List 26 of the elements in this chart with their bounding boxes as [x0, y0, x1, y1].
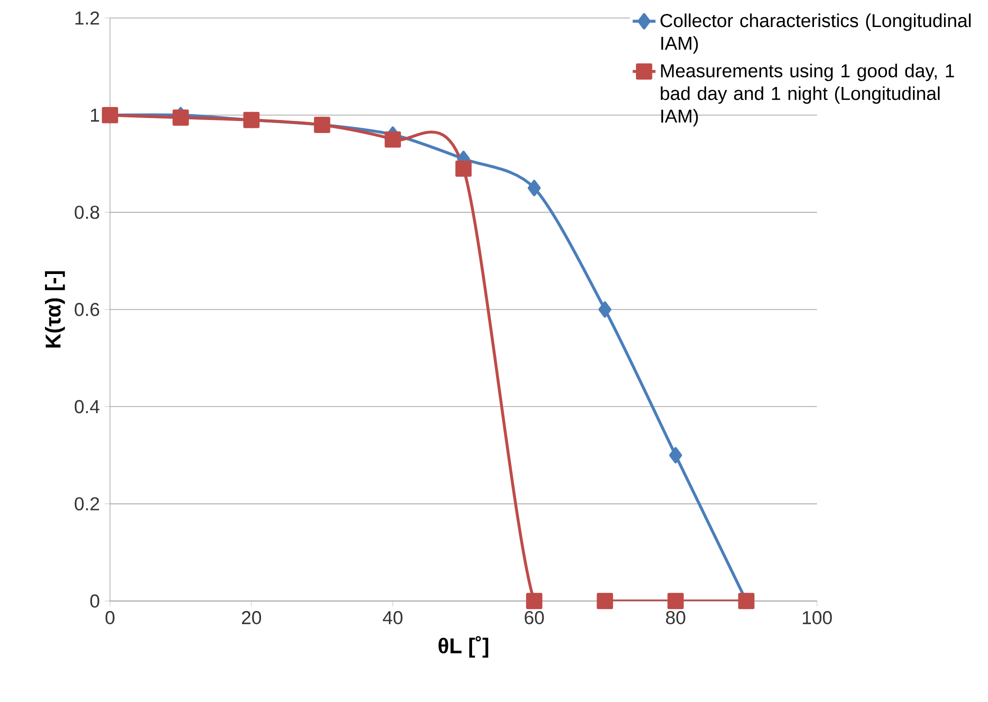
y-tick-label: 0.4 — [74, 400, 100, 414]
point — [669, 447, 682, 464]
y-tick-label: 0.8 — [74, 206, 100, 219]
y-tick-label: 0.2 — [74, 497, 100, 510]
x-tick-label: 80 — [666, 611, 686, 624]
x-tick-label: 0 — [106, 611, 114, 624]
y-tick-label: 1 — [91, 108, 100, 122]
point — [598, 301, 612, 318]
y-tick-label: 1.2 — [75, 11, 100, 25]
x-tick-label: 60 — [524, 611, 544, 624]
x-tick-label: 40 — [382, 611, 402, 624]
y-axis-title: K(τα) [-] — [44, 271, 65, 348]
point — [455, 160, 472, 177]
point — [667, 592, 684, 610]
x-tick-label: 100 — [802, 611, 832, 624]
y-tick-label: 0 — [90, 594, 100, 608]
y-tick-label: 0.6 — [74, 302, 100, 316]
point — [172, 109, 189, 126]
x-tick-label: 20 — [242, 611, 262, 624]
point — [526, 592, 542, 610]
point — [384, 131, 401, 148]
legend-label: Measurements using 1 good day, 1 bad day and 1 night (Longitudinal IAM) — [660, 64, 954, 126]
legend-label: Collector characteristics (Longitudinal IAM) — [660, 14, 971, 54]
point — [596, 592, 614, 610]
x-axis-title: θL [˚] — [438, 636, 488, 658]
point — [528, 180, 541, 196]
